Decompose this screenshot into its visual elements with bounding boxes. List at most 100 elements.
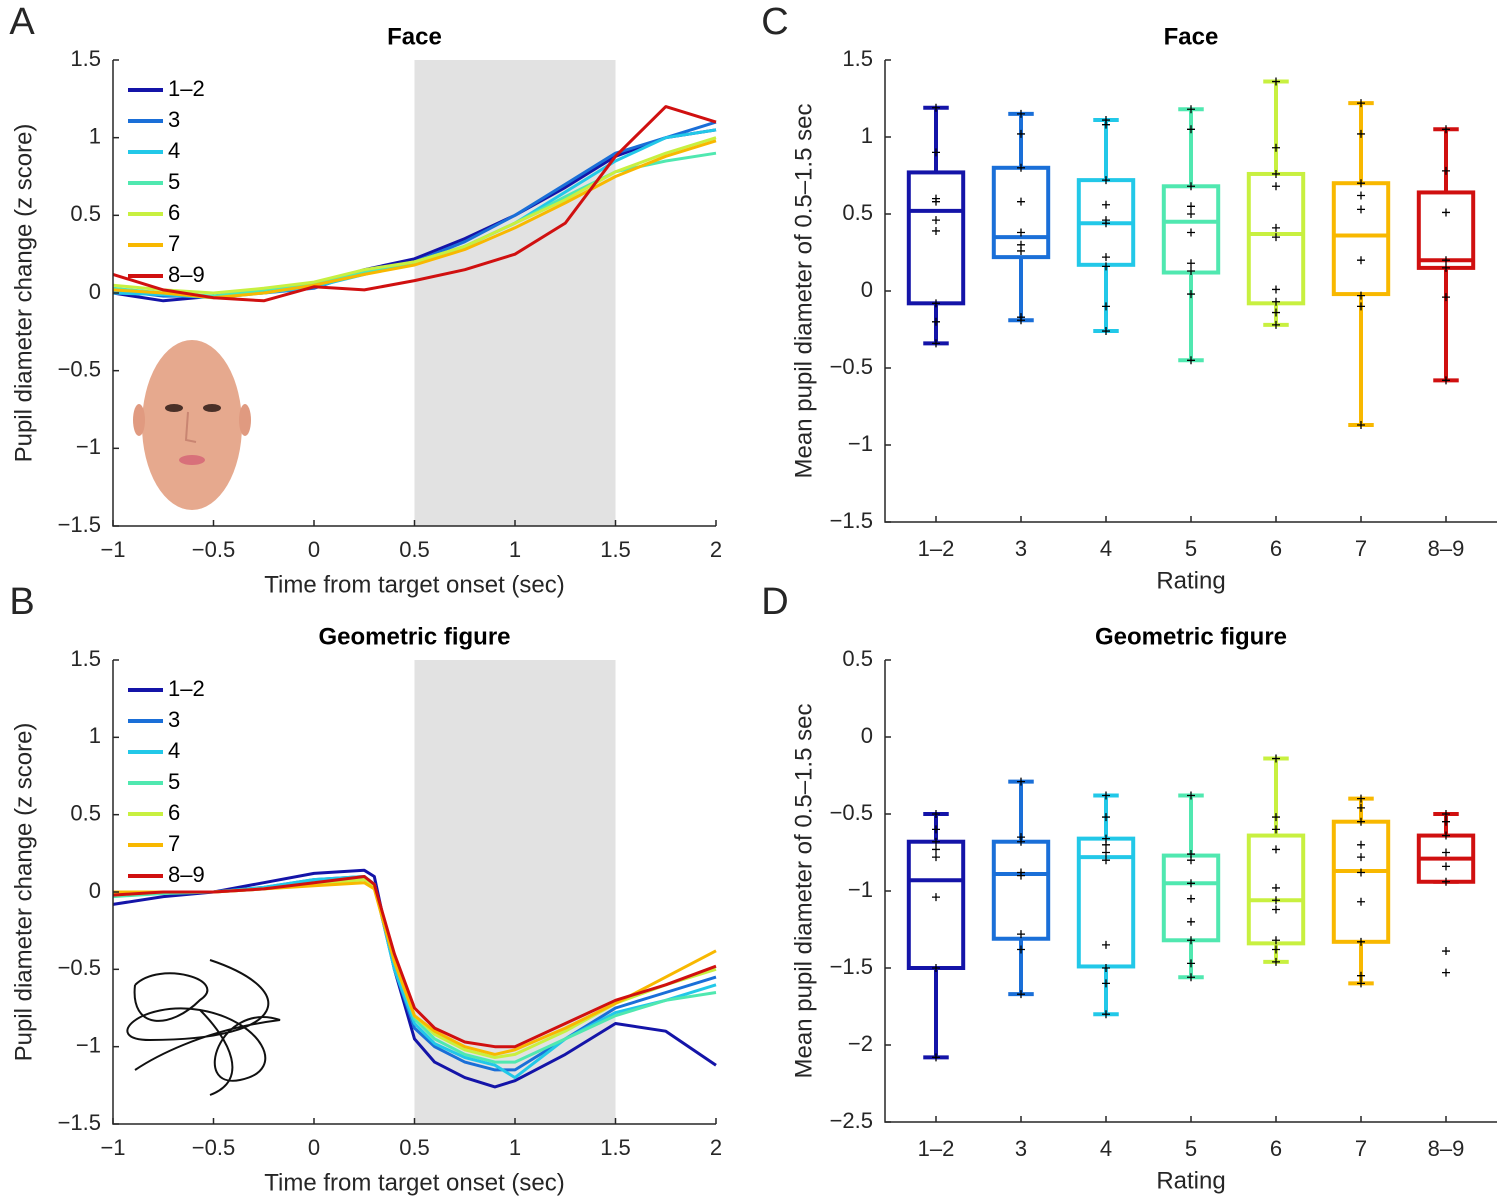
chart-title: Geometric figure: [318, 623, 510, 650]
data-point: [932, 148, 940, 157]
y-tick-label: 0.5: [842, 646, 873, 671]
y-tick-label: 1.5: [70, 46, 101, 71]
data-point: [1357, 971, 1365, 980]
data-point: [932, 845, 940, 854]
data-point: [1272, 223, 1280, 232]
x-tick-label: 1.5: [600, 537, 631, 562]
data-point: [1442, 817, 1450, 826]
y-tick-label: −1: [848, 431, 873, 456]
data-point: [1357, 868, 1365, 877]
y-tick-label: −0.5: [830, 800, 873, 825]
legend-label: 8–9: [168, 862, 205, 887]
legend-label: 4: [168, 738, 180, 763]
data-point: [1102, 262, 1110, 271]
data-point: [1102, 120, 1110, 129]
x-tick-label: 1: [509, 1135, 521, 1160]
face-icon: [133, 340, 251, 510]
data-point: [1187, 182, 1195, 191]
legend-label: 5: [168, 169, 180, 194]
panel-label: C: [761, 1, 788, 43]
x-tick-label: 8–9: [1428, 536, 1465, 561]
data-point: [1357, 302, 1365, 311]
y-tick-label: 1: [89, 723, 101, 748]
data-point: [1442, 848, 1450, 857]
data-point: [1017, 871, 1025, 880]
x-tick-label: −0.5: [192, 1135, 235, 1160]
y-tick-label: −1: [76, 1032, 101, 1057]
x-tick-label: 2: [710, 537, 722, 562]
data-point: [1017, 109, 1025, 118]
chart-title: Face: [1164, 23, 1219, 50]
legend-label: 4: [168, 138, 180, 163]
x-tick-label: 0: [308, 537, 320, 562]
data-point: [1272, 320, 1280, 329]
x-axis-label: Time from target onset (sec): [264, 571, 565, 598]
box: [906, 839, 966, 970]
data-point: [1017, 197, 1025, 206]
panel-label: A: [9, 1, 35, 43]
panel-label: D: [761, 581, 788, 623]
box: [906, 170, 966, 306]
x-axis-label: Rating: [1156, 567, 1225, 594]
x-tick-label: 5: [1185, 1136, 1197, 1161]
data-point: [1102, 979, 1110, 988]
data-point: [932, 1053, 940, 1062]
data-point: [1187, 959, 1195, 968]
y-axis-label: Pupil diameter change (z score): [10, 124, 37, 463]
axes: [112, 60, 716, 527]
data-point: [1272, 883, 1280, 892]
data-point: [1357, 853, 1365, 862]
data-point: [932, 837, 940, 846]
legend-label: 7: [168, 831, 180, 856]
x-tick-label: 2: [710, 1135, 722, 1160]
x-tick-label: 0: [308, 1135, 320, 1160]
data-point: [1187, 973, 1195, 982]
x-tick-label: −1: [100, 1135, 125, 1160]
y-tick-label: −0.5: [830, 354, 873, 379]
data-point: [1102, 856, 1110, 865]
data-point: [1272, 896, 1280, 905]
data-point: [1357, 937, 1365, 946]
data-point: [1187, 105, 1195, 114]
x-tick-label: 5: [1185, 536, 1197, 561]
x-tick-label: 7: [1355, 536, 1367, 561]
data-point: [1017, 930, 1025, 939]
data-point: [1272, 169, 1280, 178]
data-point: [1357, 129, 1365, 138]
data-point: [1272, 308, 1280, 317]
data-point: [1017, 228, 1025, 237]
y-tick-label: 0.5: [70, 201, 101, 226]
data-point: [1357, 979, 1365, 988]
data-point: [1102, 302, 1110, 311]
data-point: [1272, 285, 1280, 294]
data-point: [1187, 356, 1195, 365]
series-line: [112, 105, 717, 303]
x-tick-label: 3: [1015, 536, 1027, 561]
data-point: [1357, 99, 1365, 108]
data-point: [1187, 210, 1195, 218]
box: [1246, 833, 1306, 946]
y-tick-label: −1.5: [58, 512, 101, 537]
x-tick-label: 8–9: [1428, 1136, 1465, 1161]
data-point: [1187, 917, 1195, 926]
legend-label: 8–9: [168, 262, 205, 287]
legend-label: 1–2: [168, 676, 205, 701]
series-line: [112, 868, 717, 1089]
legend-label: 1–2: [168, 76, 205, 101]
y-tick-label: −0.5: [58, 955, 101, 980]
y-tick-label: 0: [861, 277, 873, 302]
data-point: [1187, 791, 1195, 800]
panel: A Face Time from target onset (sec) Pupil d…: [9, 1, 722, 598]
data-point: [1442, 376, 1450, 385]
y-tick-label: −1.5: [830, 508, 873, 533]
panel-label: B: [9, 581, 34, 623]
axes: [112, 660, 716, 1125]
data-point: [1442, 810, 1450, 818]
data-point: [1187, 202, 1195, 211]
x-tick-label: 0.5: [399, 1135, 430, 1160]
data-point: [1357, 897, 1365, 906]
data-point: [932, 216, 940, 225]
data-point: [1102, 940, 1110, 949]
data-point: [1442, 125, 1450, 134]
